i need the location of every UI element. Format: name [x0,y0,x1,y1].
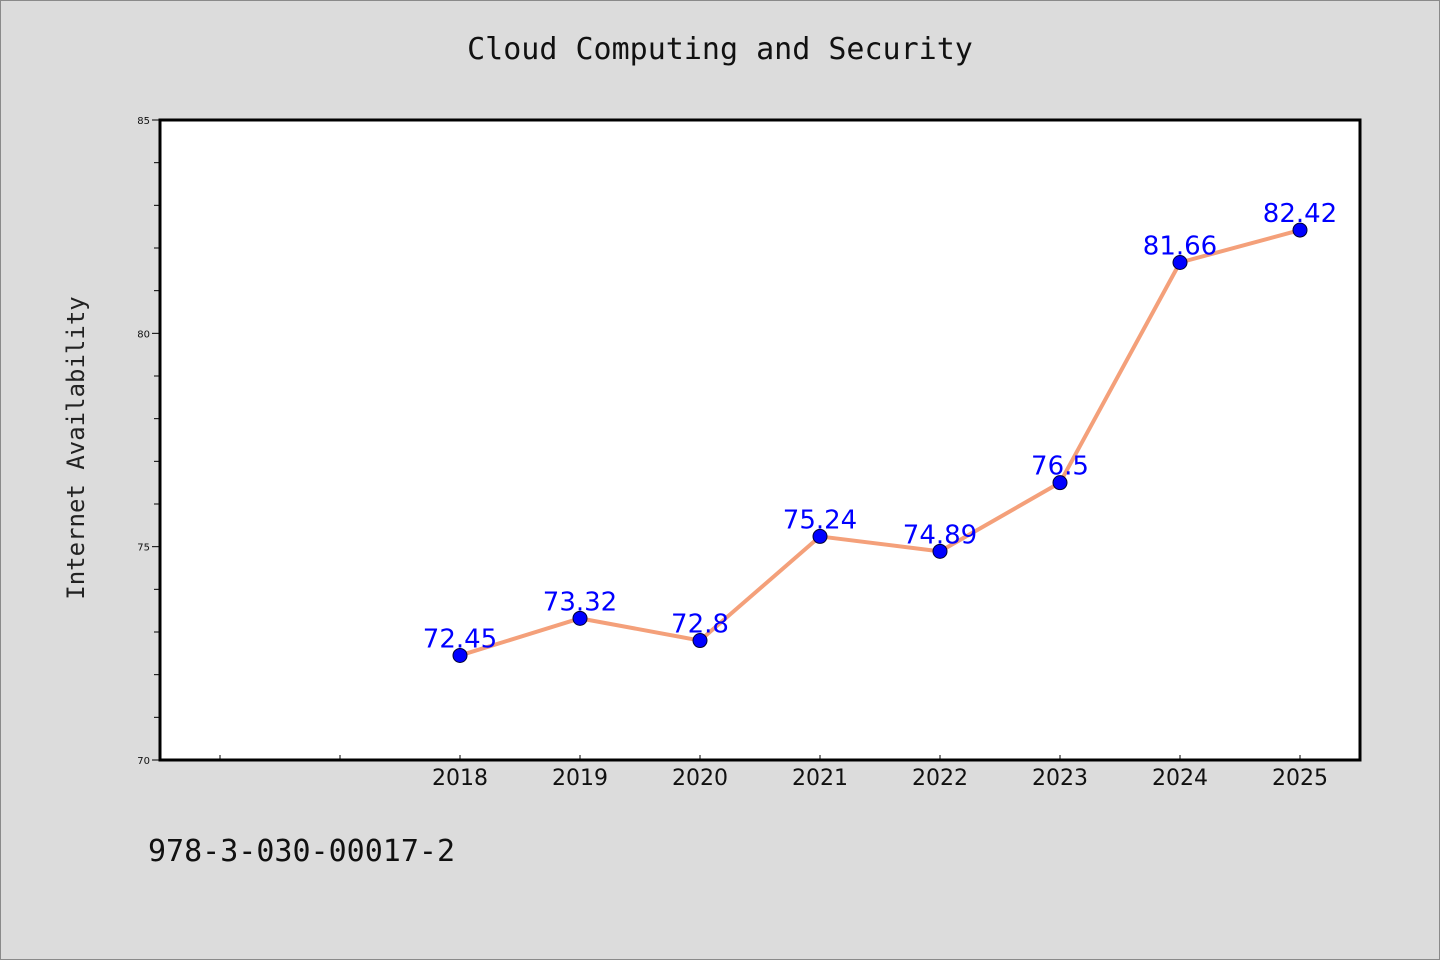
x-tick-label: 2019 [552,766,608,791]
data-point [692,633,708,649]
data-point [1292,222,1308,238]
x-tick-label: 2025 [1272,766,1328,791]
data-point [452,647,468,663]
data-point [572,610,588,626]
isbn-text: 978-3-030-00017-2 [148,834,456,869]
x-tick-label: 2018 [432,766,488,791]
data-point [932,543,948,559]
y-tick-label: 85 [137,116,150,127]
plot-area [158,118,1362,762]
series-line-path [459,228,1301,658]
y-tick-label: 80 [137,329,150,340]
data-point [1052,475,1068,491]
data-markers [452,222,1308,663]
y-tick-label: 75 [137,543,150,554]
x-axis: 2018 2019 2020 2021 2022 2023 2024 2025 [219,755,1328,791]
x-tick-label: 2024 [1152,766,1208,791]
x-tick-label: 2022 [912,766,968,791]
x-tick-label: 2020 [672,766,728,791]
y-tick-label: 70 [137,756,150,767]
chart-title: Cloud Computing and Security [467,32,973,67]
series-line [459,228,1301,658]
x-tick-label: 2021 [792,766,848,791]
data-point [812,528,828,544]
data-point [1172,255,1188,271]
y-axis: 70 75 80 85 [137,116,160,767]
x-tick-label: 2023 [1032,766,1088,791]
